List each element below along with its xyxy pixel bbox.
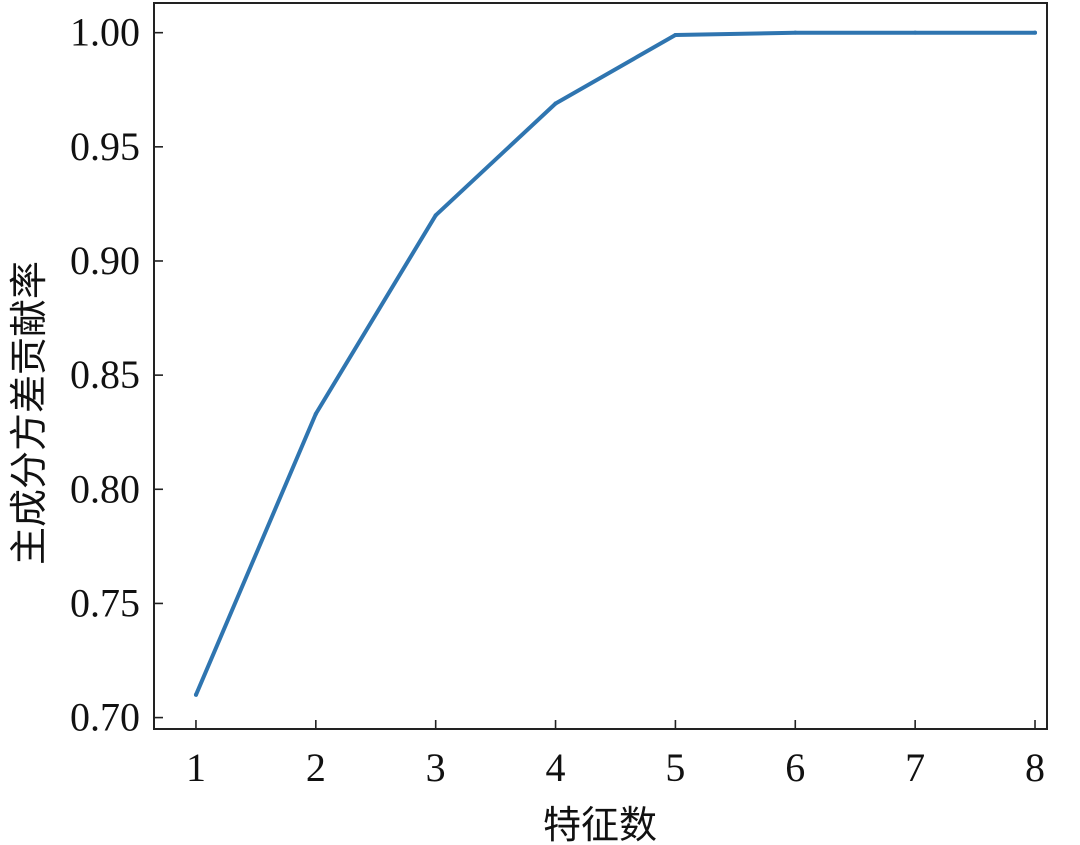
data-point <box>553 101 558 106</box>
data-point <box>193 692 198 697</box>
x-tick-label: 6 <box>785 745 805 790</box>
y-tick-label: 0.85 <box>70 352 140 397</box>
data-point <box>433 213 438 218</box>
data-point <box>673 32 678 37</box>
y-tick-label: 0.75 <box>70 580 140 625</box>
y-axis-ticks: 0.70 0.75 0.80 0.85 0.90 0.95 1.00 <box>70 10 163 740</box>
data-point <box>1033 30 1038 35</box>
y-tick-label: 0.70 <box>70 695 140 740</box>
x-tick-label: 3 <box>426 745 446 790</box>
x-tick-label: 1 <box>186 745 206 790</box>
y-tick-label: 0.80 <box>70 466 140 511</box>
x-tick-label: 8 <box>1025 745 1045 790</box>
y-tick-label: 0.90 <box>70 238 140 283</box>
y-tick-label: 0.95 <box>70 124 140 169</box>
x-tick-label: 2 <box>306 745 326 790</box>
x-axis-label: 特征数 <box>543 803 657 845</box>
series-line-0 <box>194 30 1037 697</box>
data-point <box>793 30 798 35</box>
series-layer <box>193 30 1038 697</box>
x-tick-label: 4 <box>546 745 566 790</box>
plot-frame <box>153 2 1048 730</box>
data-point <box>913 30 918 35</box>
data-point <box>313 411 318 416</box>
x-axis-ticks: 1 2 3 4 5 6 7 8 <box>186 720 1045 790</box>
y-axis-label: 主成分方差贡献率 <box>7 261 51 565</box>
y-tick-label: 1.00 <box>70 10 140 55</box>
x-tick-label: 5 <box>665 745 685 790</box>
x-tick-label: 7 <box>905 745 925 790</box>
